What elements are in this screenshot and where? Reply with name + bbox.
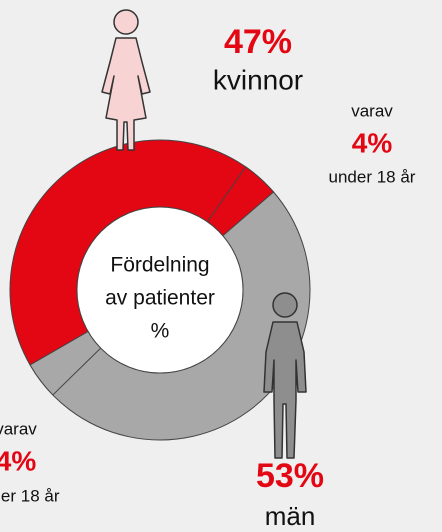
man-icon [263, 292, 307, 459]
value-label: 53% [256, 457, 324, 495]
sub-suffix: under 18 år [0, 486, 60, 505]
center-label: Fördelning [110, 254, 209, 277]
category-label: kvinnor [213, 64, 303, 95]
center-label: % [151, 320, 170, 343]
category-label: män [265, 501, 316, 531]
sub-prefix: varav [0, 419, 37, 438]
sub-value-label: 4% [352, 127, 393, 158]
sub-value-label: 4% [0, 445, 36, 476]
donut-hole [76, 206, 244, 374]
center-label: av patienter [105, 287, 215, 310]
value-label: 47% [224, 23, 292, 61]
sub-prefix: varav [351, 101, 393, 120]
sub-suffix: under 18 år [329, 167, 416, 186]
woman-icon [101, 9, 151, 151]
donut [9, 139, 311, 441]
